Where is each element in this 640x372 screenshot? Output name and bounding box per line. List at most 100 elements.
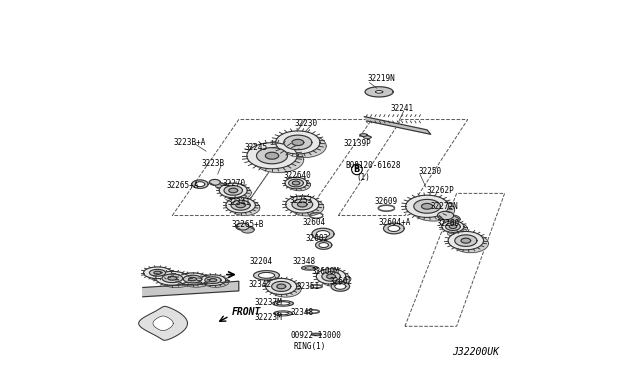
Text: 00922-13000: 00922-13000 [291, 331, 341, 340]
Text: 32272N: 32272N [431, 202, 458, 211]
Polygon shape [301, 266, 318, 270]
Polygon shape [200, 275, 226, 286]
Polygon shape [316, 269, 346, 284]
Polygon shape [143, 281, 239, 297]
Text: 32204: 32204 [249, 257, 272, 266]
Polygon shape [270, 281, 301, 297]
Polygon shape [442, 221, 464, 232]
Polygon shape [445, 223, 467, 234]
Polygon shape [291, 199, 324, 216]
Text: 32139P: 32139P [344, 139, 372, 148]
Polygon shape [230, 200, 260, 215]
Polygon shape [229, 188, 237, 193]
Text: 32265+A: 32265+A [166, 182, 198, 190]
Polygon shape [149, 269, 166, 276]
Text: 32604+A: 32604+A [378, 218, 411, 227]
Polygon shape [203, 277, 229, 287]
Text: 3223B+A: 3223B+A [173, 138, 206, 147]
Polygon shape [209, 179, 220, 185]
Text: 32245: 32245 [244, 143, 268, 152]
Polygon shape [326, 274, 335, 279]
Polygon shape [319, 243, 328, 248]
Polygon shape [282, 135, 326, 158]
Polygon shape [153, 316, 173, 331]
Polygon shape [364, 136, 371, 139]
Polygon shape [205, 277, 221, 283]
Polygon shape [422, 203, 433, 209]
Polygon shape [236, 223, 249, 230]
Polygon shape [277, 284, 285, 289]
Polygon shape [461, 238, 470, 243]
Polygon shape [139, 307, 188, 340]
Polygon shape [445, 211, 452, 224]
Polygon shape [209, 279, 216, 282]
Polygon shape [224, 186, 243, 195]
Polygon shape [360, 134, 367, 137]
Text: RING(1): RING(1) [293, 342, 326, 351]
Text: 32348: 32348 [292, 257, 316, 266]
Polygon shape [305, 267, 314, 269]
Text: B08120-61628: B08120-61628 [345, 161, 401, 170]
Text: 32600M: 32600M [312, 267, 340, 276]
Text: 32609: 32609 [374, 197, 398, 206]
Polygon shape [445, 223, 460, 231]
Polygon shape [406, 195, 449, 218]
Polygon shape [195, 182, 205, 187]
Polygon shape [223, 186, 252, 200]
Text: 32262P: 32262P [426, 186, 454, 195]
Polygon shape [257, 148, 287, 164]
Polygon shape [253, 271, 280, 280]
Polygon shape [365, 87, 393, 97]
Text: 32270: 32270 [222, 179, 245, 187]
Polygon shape [285, 177, 307, 189]
Text: 32351: 32351 [296, 282, 319, 291]
Polygon shape [160, 274, 193, 288]
Polygon shape [292, 181, 300, 185]
Polygon shape [143, 267, 172, 279]
Polygon shape [364, 134, 367, 139]
Polygon shape [178, 273, 207, 285]
Polygon shape [162, 274, 182, 283]
Polygon shape [292, 140, 304, 145]
Text: 32265+B: 32265+B [232, 220, 264, 229]
Text: 32342: 32342 [248, 280, 271, 289]
Polygon shape [271, 282, 291, 291]
Polygon shape [241, 226, 254, 233]
Polygon shape [316, 241, 332, 249]
Polygon shape [181, 275, 211, 287]
Polygon shape [168, 276, 177, 280]
Text: 32253: 32253 [290, 196, 313, 205]
Polygon shape [278, 312, 289, 315]
Polygon shape [298, 202, 307, 207]
Text: 32341: 32341 [228, 198, 251, 207]
Polygon shape [216, 183, 227, 189]
Text: 32219N: 32219N [367, 74, 395, 83]
Polygon shape [147, 269, 175, 280]
Text: 322640: 322640 [283, 171, 311, 180]
Polygon shape [192, 180, 208, 188]
Polygon shape [383, 223, 404, 234]
Polygon shape [455, 235, 477, 246]
Polygon shape [322, 272, 340, 281]
Polygon shape [288, 179, 310, 191]
Polygon shape [259, 272, 275, 278]
Text: 32223M: 32223M [254, 312, 282, 321]
Text: 32250: 32250 [419, 167, 442, 176]
Polygon shape [376, 90, 383, 93]
Polygon shape [189, 278, 196, 281]
Polygon shape [444, 215, 460, 224]
Polygon shape [388, 225, 400, 231]
Text: 32602: 32602 [329, 277, 353, 286]
Polygon shape [412, 199, 454, 221]
Text: 32602: 32602 [305, 234, 328, 243]
Polygon shape [184, 275, 202, 283]
Polygon shape [449, 225, 456, 228]
Text: (1): (1) [356, 173, 370, 182]
Text: 32348: 32348 [291, 308, 314, 317]
Polygon shape [236, 203, 245, 208]
Polygon shape [453, 234, 488, 253]
Polygon shape [273, 301, 293, 306]
Polygon shape [331, 282, 349, 291]
Text: 32230: 32230 [295, 119, 318, 128]
Polygon shape [414, 199, 440, 213]
